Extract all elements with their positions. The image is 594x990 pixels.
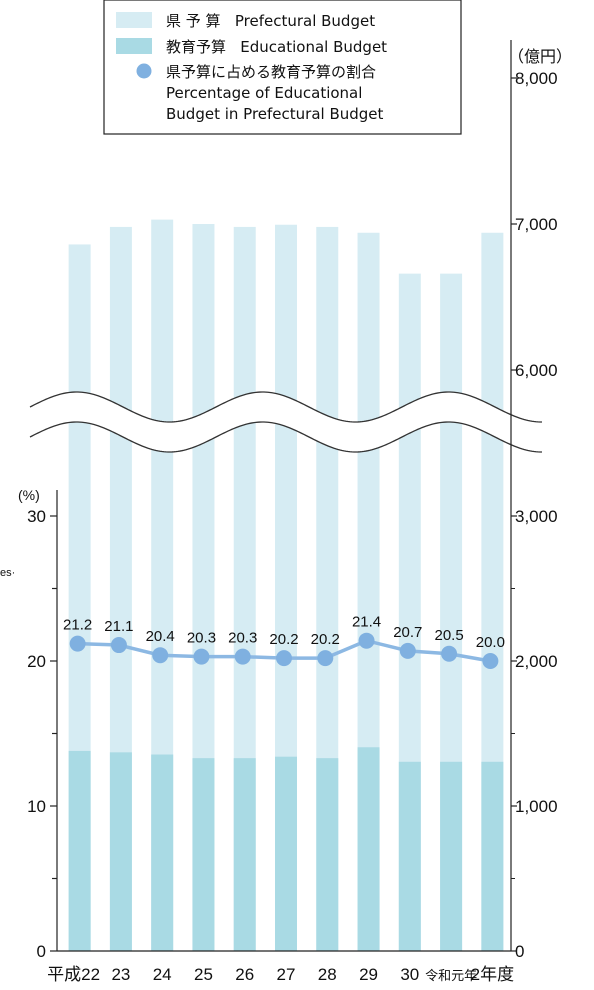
left-axis-unit: (%) <box>18 487 40 503</box>
educational-bar-6 <box>316 758 339 951</box>
percentage-label-2: 20.4 <box>146 628 175 645</box>
legend-swatch-educational <box>116 38 152 54</box>
break-line-lower <box>29 421 543 453</box>
percentage-point-10 <box>482 653 499 669</box>
legend: 県 予 算 Prefectural Budget 教育予算 Educationa… <box>103 0 462 135</box>
x-label-5: 27 <box>277 965 296 984</box>
right-tick-label-1: 1,000 <box>515 797 558 816</box>
x-label-1: 23 <box>111 965 130 984</box>
educational-bar-4 <box>233 758 256 951</box>
percentage-point-4 <box>234 648 251 665</box>
percentage-point-9 <box>441 645 458 662</box>
legend-box <box>103 0 462 135</box>
percentage-point-2 <box>152 647 169 664</box>
percentage-point-7 <box>358 632 375 649</box>
percentage-label-3: 20.3 <box>187 630 216 647</box>
educational-bar-7 <box>357 747 380 951</box>
break-line-upper <box>29 391 543 423</box>
margin-fragment: es· <box>0 567 15 579</box>
percentage-label-10: 20.0 <box>476 634 505 651</box>
right-tick-label-4: 6,000 <box>515 361 558 380</box>
x-label-8: 30 <box>400 965 419 984</box>
right-axis-unit: （億円） <box>508 48 572 66</box>
percentage-label-7: 21.4 <box>352 614 381 631</box>
legend-label-percentage-en-1: Percentage of Educational <box>166 84 362 102</box>
axis-break-band <box>29 391 543 453</box>
percentage-label-0: 21.2 <box>63 617 92 634</box>
percentage-point-5 <box>276 650 292 667</box>
x-label-3: 25 <box>194 965 213 984</box>
x-label-9: 令和元年 <box>425 968 477 983</box>
educational-bar-3 <box>192 758 215 951</box>
right-tick-label-5: 7,000 <box>515 215 558 234</box>
left-tick-label-2: 20 <box>27 652 46 671</box>
legend-label-percentage-en-2: Budget in Prefectural Budget <box>166 105 384 123</box>
legend-swatch-prefectural <box>116 12 152 28</box>
percentage-label-8: 20.7 <box>393 624 422 641</box>
educational-bar-1 <box>109 752 132 951</box>
percentage-line-series: 21.2 21.1 20.4 20.3 20.3 20.2 20.2 21.4 20.7 20.5… <box>63 614 505 669</box>
x-label-4: 26 <box>235 965 254 984</box>
legend-label-prefectural: 県 予 算 Prefectural Budget <box>166 12 375 30</box>
educational-budget-bars <box>68 747 504 951</box>
legend-marker-percentage <box>136 63 152 79</box>
percentage-point-8 <box>399 642 416 659</box>
break-band-fill <box>30 392 542 452</box>
right-tick-label-6: 8,000 <box>515 69 558 88</box>
left-tick-label-0: 0 <box>37 942 46 961</box>
percentage-label-4: 20.3 <box>228 630 257 647</box>
percentage-point-0 <box>69 635 86 652</box>
educational-bar-2 <box>151 754 174 951</box>
x-label-7: 29 <box>359 965 378 984</box>
percentage-point-1 <box>110 637 127 654</box>
percentage-point-3 <box>193 648 210 665</box>
right-tick-label-2: 2,000 <box>515 652 558 671</box>
educational-bar-8 <box>398 761 421 951</box>
left-tick-label-1: 10 <box>27 797 46 816</box>
left-tick-label-3: 30 <box>27 507 46 526</box>
educational-bar-10 <box>481 761 504 951</box>
educational-bar-0 <box>68 750 91 951</box>
percentage-label-5: 20.2 <box>269 631 298 648</box>
x-label-10: 2年度 <box>471 965 514 984</box>
percentage-label-1: 21.1 <box>104 618 133 635</box>
educational-bar-9 <box>440 761 463 951</box>
x-label-6: 28 <box>318 965 337 984</box>
right-tick-label-3: 3,000 <box>515 507 558 526</box>
percentage-label-9: 20.5 <box>434 627 463 644</box>
x-label-2: 24 <box>153 965 172 984</box>
legend-label-percentage-ja: 県予算に占める教育予算の割合 <box>166 63 376 81</box>
right-tick-label-0: 0 <box>515 942 524 961</box>
x-label-0: 平成22 <box>47 965 100 984</box>
legend-label-educational: 教育予算 Educational Budget <box>166 38 387 56</box>
educational-bar-5 <box>275 756 297 951</box>
percentage-point-6 <box>317 650 334 667</box>
percentage-label-6: 20.2 <box>311 631 340 648</box>
axes: 0 1,000 2,000 3,000 6,000 7,000 8,000 0 10 20 30 <box>27 40 558 961</box>
